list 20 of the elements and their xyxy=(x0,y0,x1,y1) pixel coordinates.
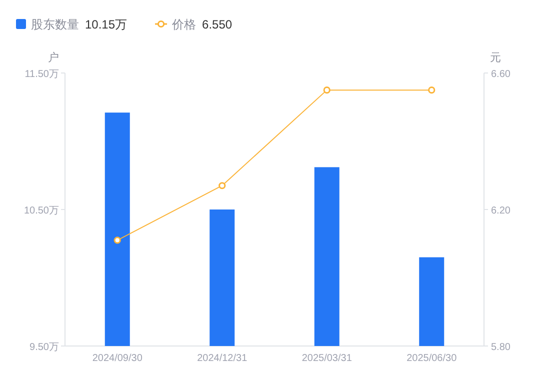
x-tick-label: 2025/03/31 xyxy=(302,353,352,364)
legend-label: 股东数量 xyxy=(31,18,79,32)
legend-item: 价格 6.550 xyxy=(155,18,232,32)
x-tick-label: 2025/06/30 xyxy=(406,353,458,364)
point xyxy=(114,236,121,244)
y-tick-label: 11.50万 xyxy=(24,69,59,80)
y-axis-title: 户 xyxy=(48,51,59,64)
y2-tick-label: 6.60 xyxy=(491,69,511,80)
y2-tick-label: 5.80 xyxy=(491,342,511,353)
point xyxy=(218,182,226,190)
x-tick-label: 2024/12/31 xyxy=(197,353,248,364)
point xyxy=(428,86,436,94)
point xyxy=(323,86,330,94)
legend-item: 股东数量 10.15万 xyxy=(16,18,128,32)
y2-axis-title: 元 xyxy=(490,52,501,64)
y2-tick-label: 6.20 xyxy=(491,206,511,216)
y-tick-label: 9.50万 xyxy=(30,342,59,353)
x-tick-label: 2024/09/30 xyxy=(92,353,143,364)
y-tick-label: 10.50万 xyxy=(24,206,59,216)
legend-label: 价格 xyxy=(171,18,196,32)
